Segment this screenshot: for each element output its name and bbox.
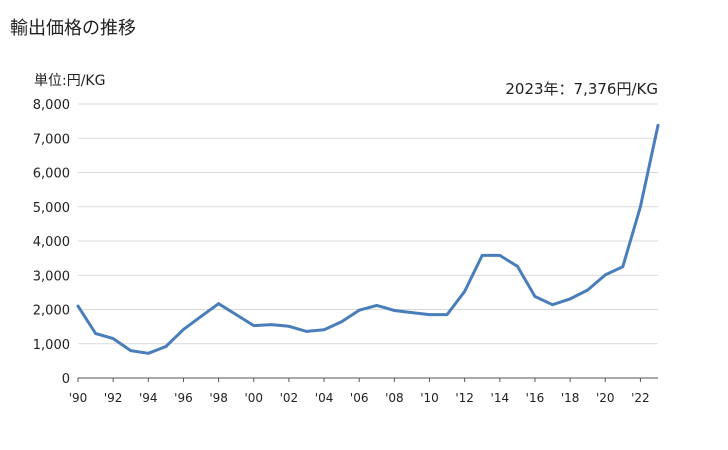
x-tick-label-1998: '98 [209, 391, 228, 405]
y-axis-ticks: 0 1,000 2,000 3,000 4,000 5,000 6,000 7,000 8,00… [33, 98, 70, 387]
data-point-1995 [164, 345, 168, 348]
latest-value-annotation: 2023年：7,376円/KG [505, 80, 658, 98]
x-tick-label-1990: '90 [69, 391, 88, 405]
data-point-2000 [252, 324, 256, 327]
data-point-1993 [129, 349, 133, 352]
data-point-1997 [199, 315, 203, 318]
x-axis: '90 '92 '94 '96 '98 '00 '02 '04 '06 '08 '10 '12 '14 '… [69, 377, 658, 405]
data-point-2012 [463, 289, 467, 293]
y-tick-label-0: 0 [62, 372, 70, 387]
x-tick-label-1992: '92 [104, 391, 123, 405]
x-tick-label-2006: '06 [350, 391, 369, 405]
data-point-2013 [480, 254, 484, 257]
data-point-2015 [516, 264, 519, 268]
data-point-1994 [146, 351, 150, 355]
y-tick-label-7000: 7,000 [33, 132, 70, 147]
x-tick-label-2004: '04 [315, 391, 334, 405]
data-point-1996 [182, 328, 185, 331]
y-tick-label-3000: 3,000 [33, 269, 70, 284]
data-point-2017 [551, 303, 554, 307]
data-point-2014 [498, 254, 502, 257]
x-tick-label-1994: '94 [139, 391, 158, 405]
data-point-2005 [340, 320, 343, 324]
x-tick-label-2022: '22 [631, 391, 650, 405]
data-point-2020 [603, 273, 607, 277]
data-point-2016 [533, 295, 537, 298]
data-point-2006 [357, 308, 361, 312]
y-tick-label-5000: 5,000 [33, 201, 70, 216]
x-tick-label-2010: '10 [420, 391, 439, 405]
data-point-2021 [621, 265, 625, 269]
y-tick-label-6000: 6,000 [33, 167, 70, 182]
gridlines [78, 103, 658, 345]
data-point-1999 [234, 313, 238, 316]
data-point-2018 [568, 297, 572, 301]
chart-title: 輸出価格の推移 [10, 18, 136, 39]
x-tick-label-2002: '02 [280, 391, 299, 405]
data-point-1990 [76, 304, 80, 308]
data-point-2003 [305, 330, 308, 333]
data-point-2007 [375, 304, 379, 307]
data-point-2010 [428, 313, 431, 316]
y-tick-label-1000: 1,000 [33, 338, 70, 353]
data-point-2002 [287, 324, 291, 328]
series-group [76, 123, 660, 355]
x-tick-label-2014: '14 [491, 391, 510, 405]
x-tick-label-2008: '08 [385, 391, 404, 405]
data-point-2011 [445, 313, 449, 316]
data-point-2009 [410, 311, 414, 314]
x-tick-label-2000: '00 [244, 391, 263, 405]
x-tick-label-1996: '96 [174, 391, 193, 405]
data-point-2001 [269, 323, 273, 326]
x-tick-label-2016: '16 [526, 391, 545, 405]
x-tick-label-2018: '18 [561, 391, 580, 405]
y-tick-label-8000: 8,000 [33, 98, 70, 113]
y-tick-label-4000: 4,000 [33, 235, 70, 250]
x-tick-label-2012: '12 [455, 391, 474, 405]
data-point-1991 [94, 332, 97, 335]
data-point-2022 [639, 205, 642, 209]
data-point-1998 [217, 302, 221, 306]
data-point-1992 [111, 337, 115, 340]
series-line-0 [76, 123, 660, 355]
unit-label: 単位:円/KG [34, 73, 106, 89]
y-tick-label-2000: 2,000 [33, 304, 70, 319]
x-tick-label-2020: '20 [596, 391, 615, 405]
data-point-2019 [586, 288, 590, 292]
data-point-2008 [393, 309, 396, 312]
data-point-2023 [656, 124, 660, 127]
data-point-2004 [322, 328, 326, 332]
